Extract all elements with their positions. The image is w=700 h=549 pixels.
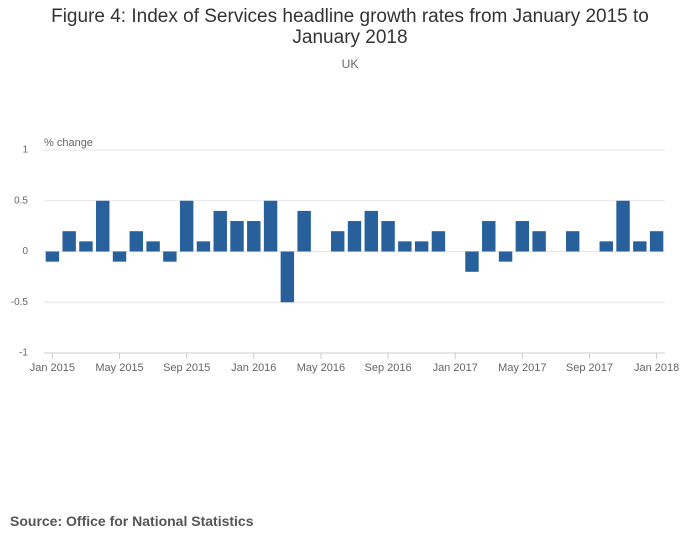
x-tick-label: May 2016: [297, 362, 345, 374]
bar: [616, 200, 630, 252]
bar: [230, 221, 244, 252]
bar: [599, 241, 613, 252]
bar: [62, 231, 76, 252]
bar: [565, 231, 580, 252]
bar: [79, 241, 93, 252]
bar: [649, 231, 664, 252]
bar: [146, 241, 160, 252]
bar: [482, 221, 496, 252]
x-tick-label: Sep 2016: [365, 362, 412, 374]
bar: [633, 241, 647, 252]
bar: [96, 200, 110, 252]
y-axis-label: % change: [44, 137, 93, 149]
bar: [112, 251, 127, 262]
chart-subtitle: UK: [341, 57, 359, 71]
bar: [498, 251, 513, 262]
x-tick-label: Jan 2018: [634, 362, 679, 374]
bar: [532, 231, 546, 252]
bar: [179, 200, 194, 252]
bar: [196, 241, 211, 252]
x-tick-label: May 2017: [498, 362, 546, 374]
bar: [364, 210, 378, 252]
bar: [129, 231, 144, 252]
y-tick-label: 0.5: [14, 195, 28, 206]
bar: [331, 231, 345, 252]
bar: [414, 241, 429, 252]
y-tick-label: -0.5: [11, 297, 29, 308]
bar: [297, 210, 311, 252]
bar: [398, 241, 412, 252]
bar: [465, 251, 479, 272]
source: Source: Office for National Statistics: [10, 513, 254, 529]
bar: [347, 221, 362, 252]
bar: [515, 221, 530, 252]
chart-title: Figure 4: Index of Services headline gro…: [51, 6, 649, 48]
bar: [280, 251, 295, 303]
bar: [213, 210, 227, 252]
y-tick-label: 1: [22, 145, 28, 156]
x-tick-label: May 2015: [95, 362, 143, 374]
bar: [247, 221, 261, 252]
y-tick-label: 0: [22, 246, 28, 257]
bar: [263, 200, 278, 252]
x-tick-label: Sep 2015: [163, 362, 210, 374]
bar: [163, 251, 177, 262]
x-tick-label: Jan 2015: [30, 362, 75, 374]
x-tick-label: Jan 2016: [231, 362, 276, 374]
x-tick-label: Jan 2017: [433, 362, 478, 374]
y-tick-label: -1: [19, 348, 28, 359]
bar: [381, 221, 395, 252]
bar: [431, 231, 446, 252]
bar: [45, 251, 60, 262]
x-tick-label: Sep 2017: [566, 362, 613, 374]
